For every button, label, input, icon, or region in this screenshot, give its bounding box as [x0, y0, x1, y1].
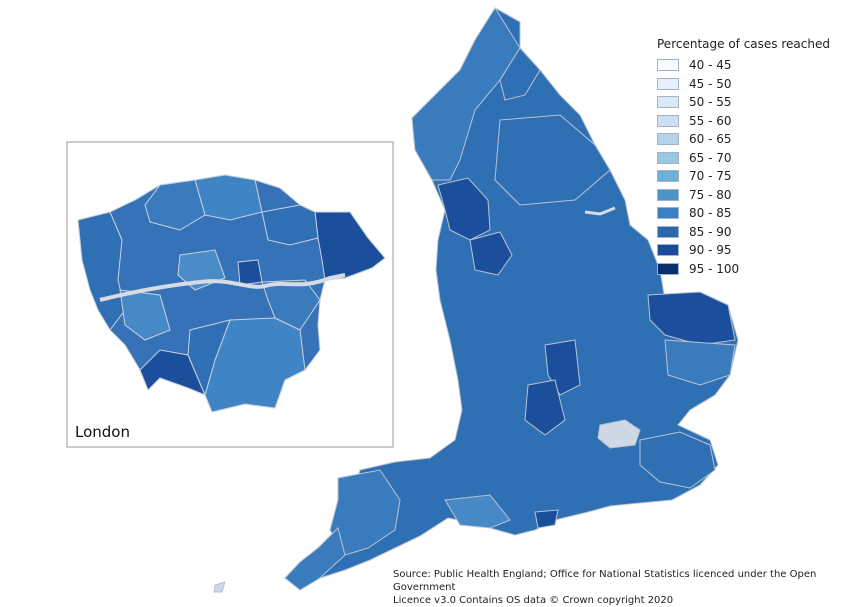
legend-row: 85 - 90 — [657, 223, 842, 242]
borough-hillingdon — [77, 211, 126, 331]
legend-row: 65 - 70 — [657, 149, 842, 168]
legend-swatch — [657, 133, 679, 146]
legend-swatch — [657, 225, 679, 238]
region-greater-manchester — [469, 231, 513, 276]
borough-havering — [314, 211, 386, 281]
legend-label: 50 - 55 — [689, 95, 732, 110]
greater-london-area — [597, 419, 641, 449]
legend-label: 90 - 95 — [689, 243, 732, 258]
legend-label: 60 - 65 — [689, 132, 732, 147]
legend-swatch — [657, 151, 679, 164]
legend-label: 45 - 50 — [689, 76, 732, 91]
borough-enfield — [194, 174, 263, 221]
england-map — [213, 7, 739, 593]
legend-row: 95 - 100 — [657, 260, 842, 279]
source-line-1: Source: Public Health England; Office fo… — [393, 569, 817, 593]
region-north-yorkshire — [494, 114, 611, 206]
legend-row: 80 - 85 — [657, 204, 842, 223]
region-northumberland — [494, 7, 541, 101]
legend-swatch — [657, 244, 679, 257]
legend-label: 70 - 75 — [689, 169, 732, 184]
borough-barnet — [144, 179, 206, 231]
region-norfolk — [647, 291, 736, 346]
legend-label: 95 - 100 — [689, 261, 740, 276]
borough-tower-hamlets — [237, 259, 263, 286]
legend-title: Percentage of cases reached — [657, 37, 830, 51]
legend-swatch — [657, 114, 679, 127]
legend-row: 50 - 55 — [657, 93, 842, 112]
legend-label: 85 - 90 — [689, 224, 732, 239]
legend-row: 40 - 45 — [657, 56, 842, 75]
borough-croydon — [187, 319, 231, 397]
thames-river — [99, 273, 346, 302]
inset-label-london: London — [75, 423, 130, 441]
legend-label: 65 - 70 — [689, 150, 732, 165]
borough-redbridge — [261, 204, 319, 246]
legend-items: 40 - 45 45 - 50 50 - 55 55 - 60 60 - 65 65 - … — [657, 56, 842, 278]
legend: Percentage of cases reached 40 - 45 45 - … — [657, 37, 842, 278]
legend-label: 40 - 45 — [689, 58, 732, 73]
legend-swatch — [657, 96, 679, 109]
region-dorset — [444, 494, 511, 529]
legend-swatch — [657, 77, 679, 90]
legend-label: 80 - 85 — [689, 206, 732, 221]
legend-label: 55 - 60 — [689, 113, 732, 128]
borough-greenwich — [261, 279, 321, 331]
region-kent — [639, 431, 716, 489]
region-isle-of-wight — [534, 509, 559, 529]
legend-label: 75 - 80 — [689, 187, 732, 202]
legend-row: 45 - 50 — [657, 75, 842, 94]
legend-swatch — [657, 59, 679, 72]
legend-row: 75 - 80 — [657, 186, 842, 205]
source-line-2: Licence v3.0 Contains OS data © Crown co… — [393, 595, 674, 606]
source-note: Source: Public Health England; Office fo… — [393, 568, 843, 607]
legend-swatch — [657, 207, 679, 220]
london-inset-map — [77, 174, 386, 413]
legend-row: 90 - 95 — [657, 241, 842, 260]
region-lancashire — [437, 177, 491, 241]
legend-swatch — [657, 188, 679, 201]
legend-row: 55 - 60 — [657, 112, 842, 131]
legend-swatch — [657, 262, 679, 275]
region-suffolk — [664, 339, 736, 386]
legend-swatch — [657, 170, 679, 183]
legend-row: 70 - 75 — [657, 167, 842, 186]
legend-row: 60 - 65 — [657, 130, 842, 149]
borough-richmond — [119, 289, 171, 341]
region-cornwall — [284, 527, 346, 591]
region-oxfordshire — [524, 379, 566, 436]
scilly-isles — [213, 581, 226, 593]
region-devon — [329, 469, 401, 556]
humber-estuary — [584, 206, 616, 216]
